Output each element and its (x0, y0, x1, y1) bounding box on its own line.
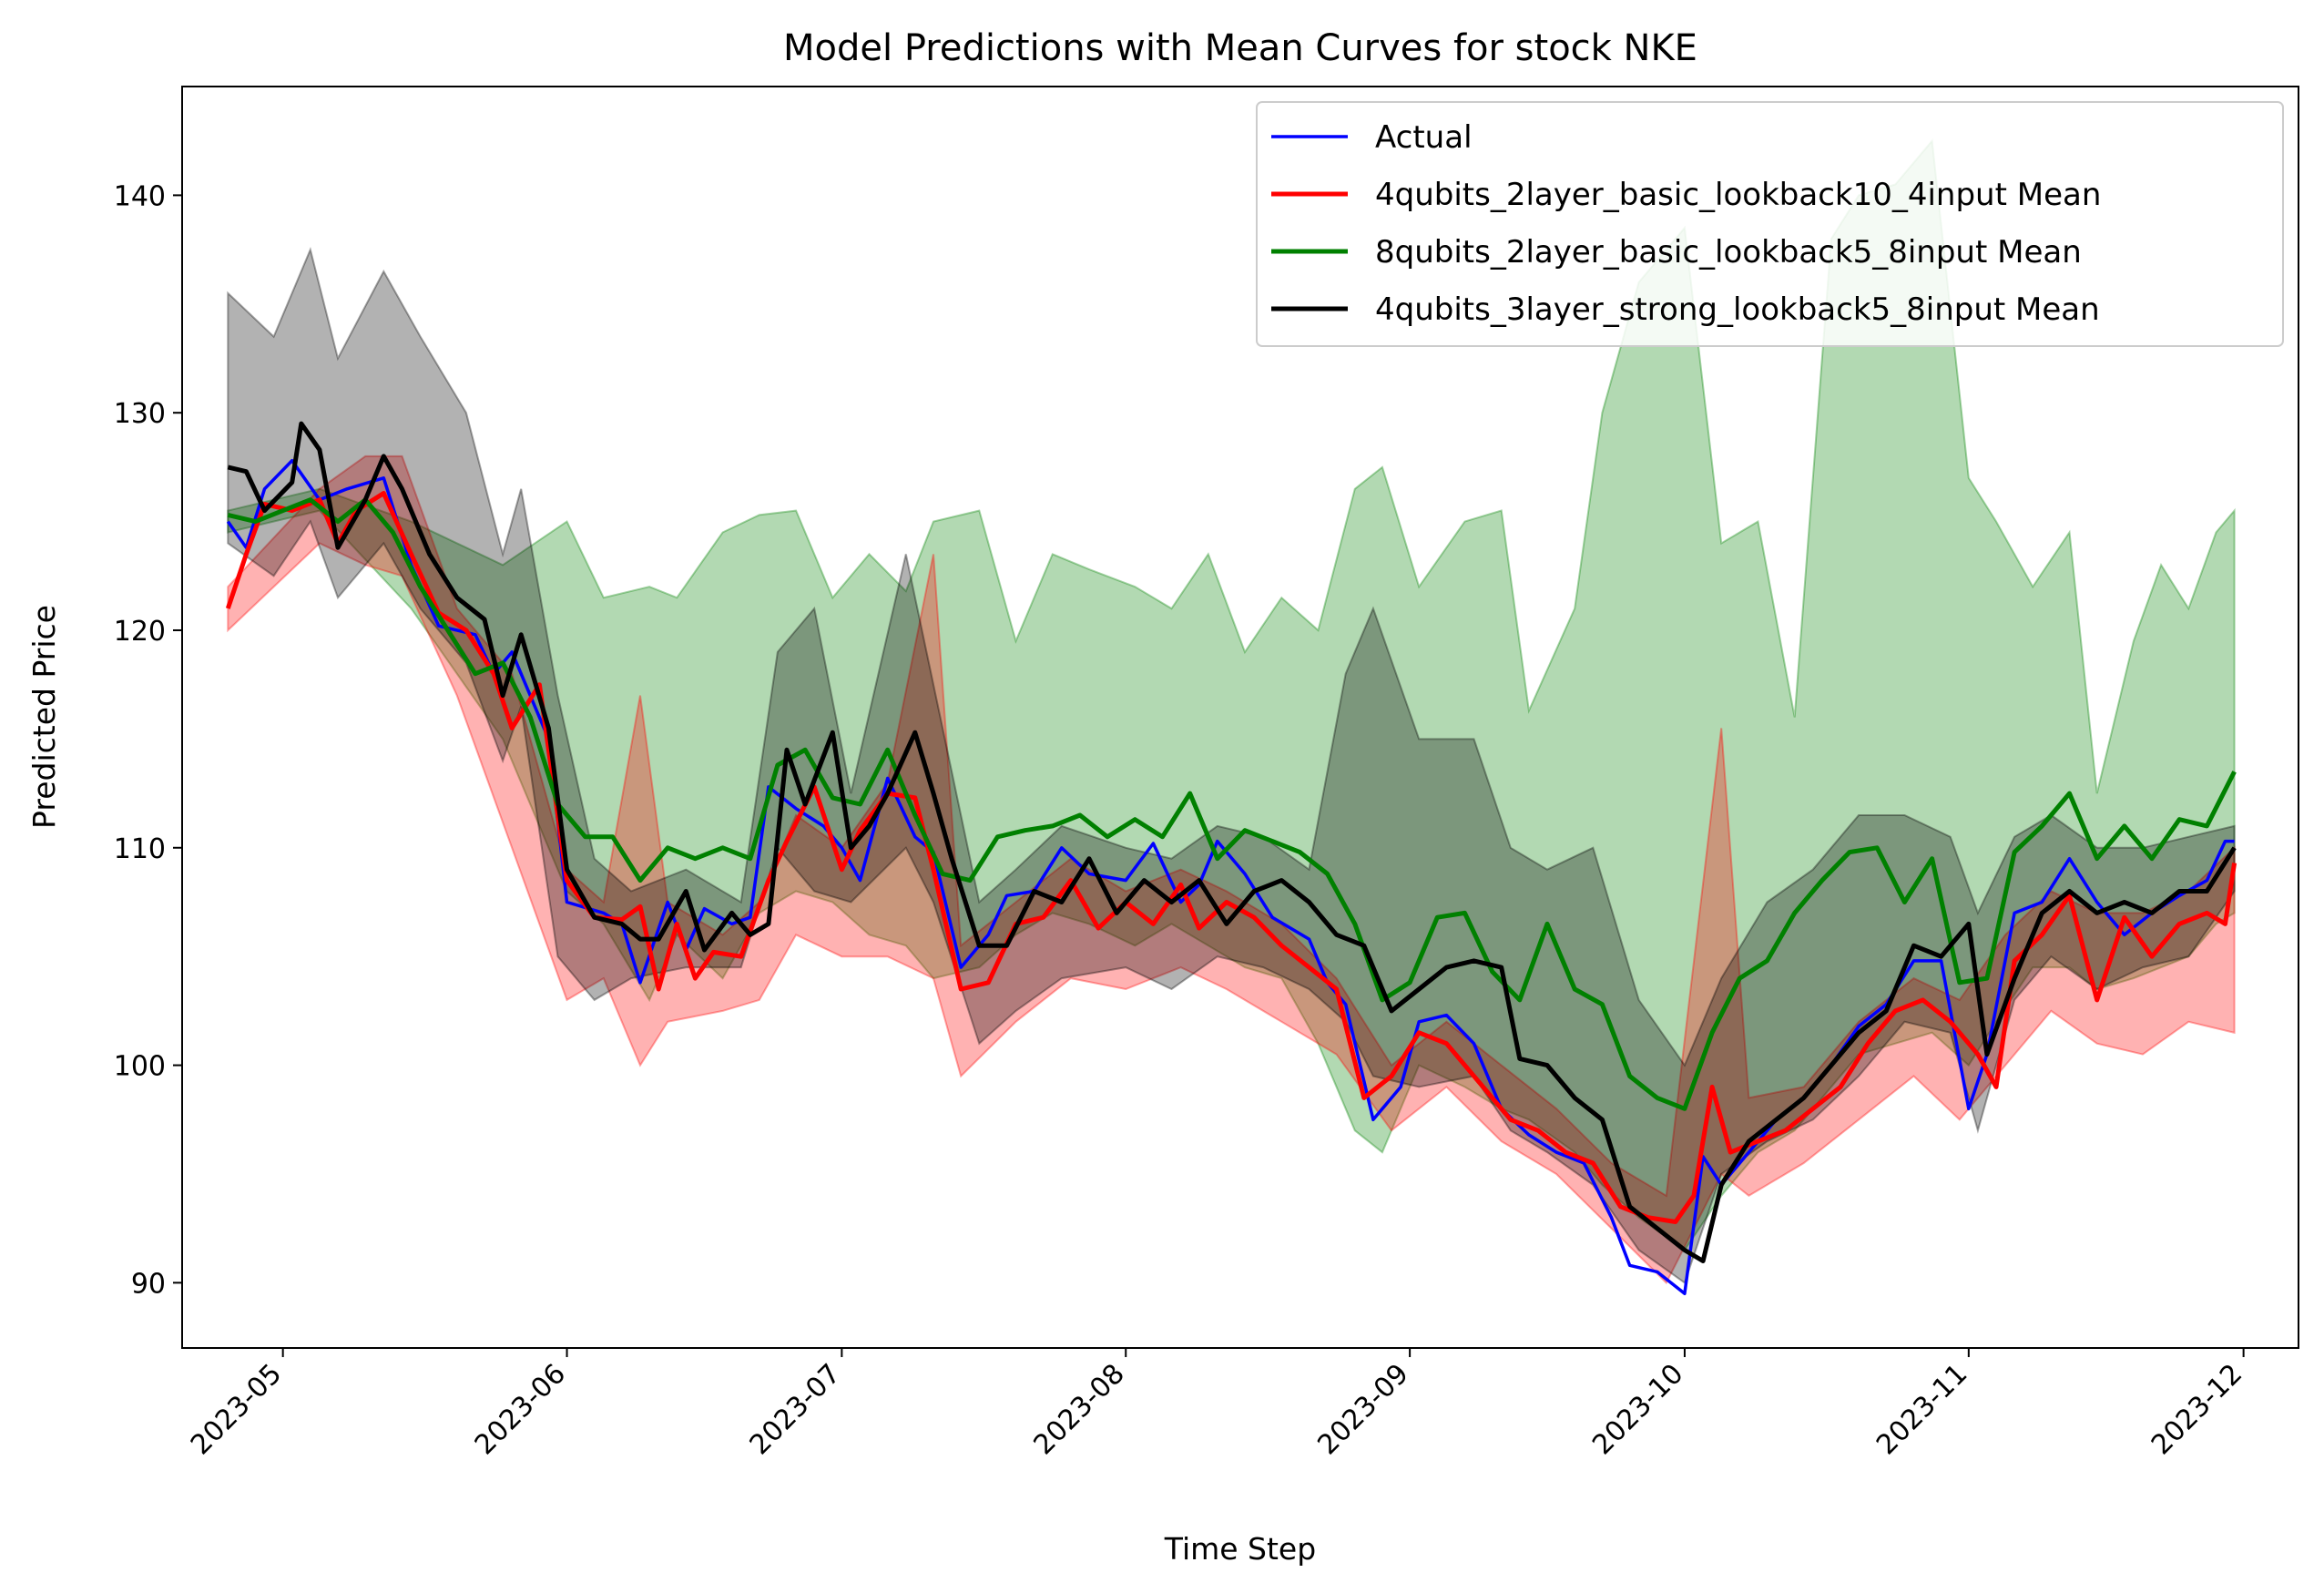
series-lines (225, 421, 2237, 1296)
band-4qubits-3layer-strong-lookback5-8input-mean (227, 246, 2236, 1284)
y-tick-label: 110 (114, 833, 166, 865)
y-axis: 90 100 110 120 130 140 (114, 180, 182, 1300)
band-8qubits-2layer-basic-lookback5-8input-mean (227, 138, 2236, 1251)
series-line-4qubits-2layer-basic-lookback10-4input-mean (225, 491, 2237, 1224)
y-tick-label: 130 (114, 398, 166, 430)
y-axis-label: Predicted Price (26, 605, 62, 829)
legend: Actual 4qubits_2layer_basic_lookback10_4i… (1256, 101, 2284, 347)
legend-label: 8qubits_2layer_basic_lookback5_8input Me… (1375, 234, 2082, 271)
legend-label: 4qubits_2layer_basic_lookback10_4input M… (1375, 177, 2101, 213)
series-line-actual (226, 458, 2235, 1296)
y-tick-label: 90 (131, 1268, 166, 1300)
x-axis-label: Time Step (1164, 1531, 1316, 1567)
series-line-8qubits-2layer-basic-lookback5-8input-mean (227, 497, 2237, 1111)
legend-label: 4qubits_3layer_strong_lookback5_8input M… (1375, 291, 2100, 328)
legend-box (1256, 101, 2284, 347)
y-tick-label: 100 (114, 1051, 166, 1083)
chart-title: Model Predictions with Mean Curves for s… (783, 27, 1697, 69)
legend-label: Actual (1375, 119, 1473, 156)
plot-frame (181, 86, 2299, 1349)
series-line-4qubits-3layer-strong-lookback5-8input-mean (227, 421, 2237, 1263)
y-tick-label: 140 (114, 180, 166, 212)
y-tick-label: 120 (114, 616, 166, 648)
